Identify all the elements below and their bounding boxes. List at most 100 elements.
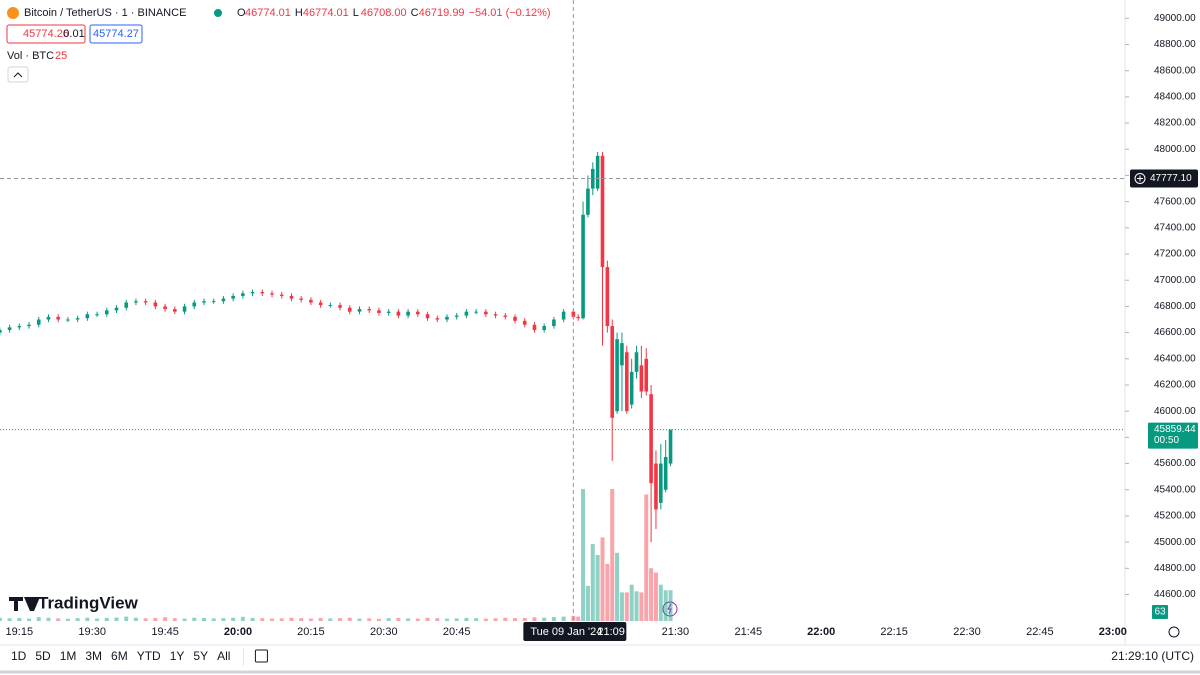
- range-button[interactable]: 1D: [11, 649, 27, 663]
- volume-bar: [240, 616, 245, 621]
- candle-body: [85, 314, 90, 319]
- volume-bar: [114, 617, 119, 621]
- crosshair-plus-sign: [1137, 175, 1143, 182]
- ohlc-value: 46774.01: [303, 7, 349, 19]
- candle-body: [27, 324, 31, 327]
- clock: 21:29:10 (UTC): [1111, 649, 1194, 663]
- x-tick-label: 22:15: [880, 626, 908, 638]
- ohlc-value: 46719.99: [419, 7, 465, 19]
- candle-body: [445, 316, 449, 320]
- range-button[interactable]: 5D: [35, 649, 51, 663]
- candle-body: [134, 301, 138, 303]
- candle-body: [416, 311, 420, 315]
- date-range-icon[interactable]: [254, 649, 268, 663]
- candle-body: [75, 318, 80, 320]
- range-button[interactable]: 1M: [60, 649, 77, 663]
- volume-bar: [172, 618, 177, 621]
- candle-body: [182, 306, 187, 312]
- volume-bar: [347, 617, 352, 621]
- volume-bar: [153, 617, 158, 621]
- range-button[interactable]: YTD: [137, 649, 161, 663]
- volume-bar: [85, 617, 90, 621]
- y-tick-label: 45400.00: [1154, 484, 1196, 495]
- candle-body: [513, 316, 517, 321]
- toolbar: 1D 5D 1M 3M 6M YTD 1Y 5Y All: [11, 648, 268, 666]
- candle-body: [474, 311, 478, 313]
- volume-bar: [27, 618, 32, 621]
- crosshair-time: 21:09: [597, 626, 625, 638]
- candle-body: [347, 307, 352, 312]
- candle-body: [279, 294, 284, 296]
- volume-bar: [522, 617, 527, 621]
- volume-bar: [367, 618, 372, 621]
- volume-bar: [46, 617, 51, 621]
- bid: 45774.26: [23, 28, 69, 40]
- candle-body: [46, 316, 51, 320]
- volume-bar: [576, 616, 581, 621]
- candle-body: [586, 188, 590, 215]
- volume-bar: [653, 572, 658, 621]
- volume-bar: [299, 618, 304, 621]
- candle-body: [396, 311, 401, 316]
- countdown: 00:50: [1154, 435, 1179, 446]
- candle-body: [629, 371, 634, 405]
- volume-bar: [634, 591, 639, 621]
- market-status: [214, 9, 222, 17]
- volume-bar: [600, 537, 605, 621]
- volume-bar: [532, 617, 537, 621]
- volume-bar: [663, 590, 668, 621]
- logo-icon: [9, 597, 40, 611]
- candle-body: [36, 319, 41, 325]
- candle-body: [581, 214, 585, 319]
- volume-bar: [474, 618, 479, 621]
- volume-bar: [396, 617, 401, 621]
- volume-bar: [425, 617, 430, 621]
- candle-body: [576, 316, 580, 319]
- candle-body: [241, 293, 245, 296]
- range-button[interactable]: 3M: [85, 649, 102, 663]
- candle-body: [338, 305, 342, 308]
- settings-icon[interactable]: [1168, 626, 1180, 638]
- volume-bar: [668, 590, 673, 621]
- range-button[interactable]: 6M: [111, 649, 128, 663]
- candle-body: [17, 326, 22, 328]
- x-tick-label: 20:00: [224, 626, 252, 638]
- candle-body: [595, 155, 600, 189]
- x-tick-label: 19:45: [151, 626, 179, 638]
- volume-bar: [133, 617, 138, 621]
- x-tick-label: 19:30: [78, 626, 106, 638]
- candle-body: [309, 299, 313, 303]
- range-button[interactable]: All: [217, 649, 230, 663]
- y-tick-label: 44600.00: [1154, 589, 1196, 600]
- ask-box[interactable]: [89, 24, 143, 44]
- volume-bar: [406, 618, 411, 621]
- candle-body: [66, 319, 70, 321]
- bid-box[interactable]: [6, 24, 86, 44]
- x-tick-label: 21:45: [735, 626, 763, 638]
- volume-bar: [17, 617, 22, 621]
- volume-bar: [551, 617, 556, 621]
- volume-bar: [435, 618, 440, 621]
- candle-body: [571, 311, 576, 317]
- ohlc-letter: H: [295, 7, 303, 19]
- candle-body: [104, 310, 109, 315]
- volume-bar: [260, 618, 265, 621]
- volume-bar: [231, 617, 236, 621]
- candle-body: [318, 302, 323, 306]
- logo: TradingView: [38, 593, 139, 612]
- range-button[interactable]: 5Y: [193, 649, 208, 663]
- y-tick-label: 48600.00: [1154, 65, 1196, 76]
- candle-body: [552, 319, 556, 327]
- volume-bar: [221, 618, 226, 621]
- collapse-button[interactable]: [7, 66, 29, 83]
- volume-bar: [192, 617, 197, 621]
- y-tick-label: 47600.00: [1154, 196, 1196, 207]
- ohlc-value: 46774.01: [245, 7, 291, 19]
- last-price-box: [1148, 422, 1198, 449]
- volume-bar: [444, 618, 449, 621]
- range-button[interactable]: 1Y: [170, 649, 185, 663]
- volume-bar: [513, 618, 518, 621]
- x-tick-label: 20:15: [297, 626, 325, 638]
- candle-body: [493, 314, 498, 316]
- volume-bar: [250, 617, 255, 621]
